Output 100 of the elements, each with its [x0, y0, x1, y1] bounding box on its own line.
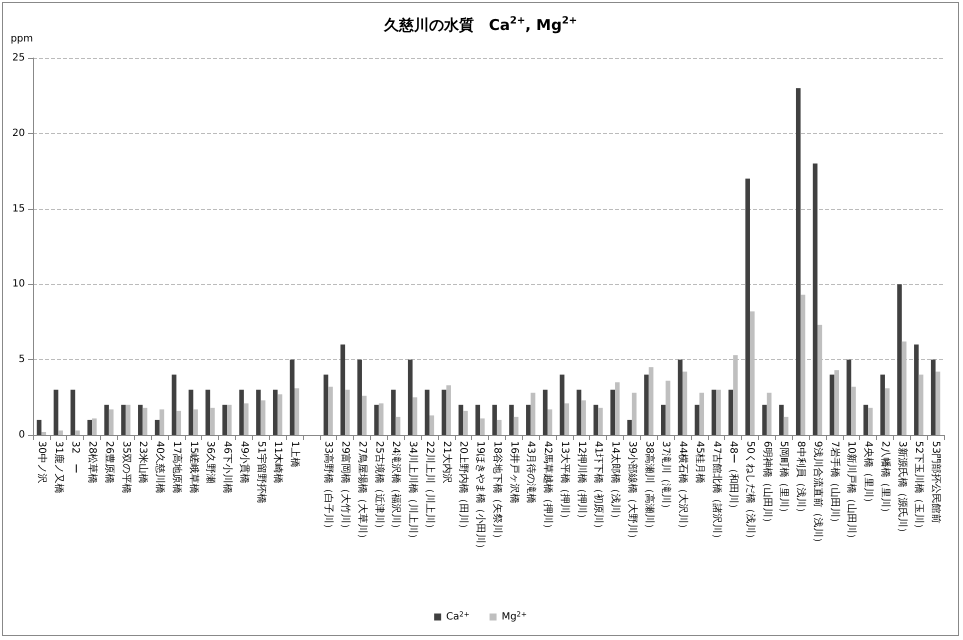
x-tick-label: 36久野瀬: [204, 441, 217, 484]
bar: [154, 420, 160, 435]
bar: [206, 390, 210, 435]
x-tick-label: 6明神橋（山田川）: [761, 441, 774, 528]
x-tick-label: 49小貫橋: [238, 441, 250, 484]
bar: [54, 390, 58, 435]
x-tick-label: 53門部抔公民館前: [930, 441, 942, 524]
bar: [480, 418, 485, 435]
bar: [160, 409, 164, 435]
bar: [930, 360, 936, 435]
bar: [863, 404, 868, 435]
bar: [188, 390, 194, 435]
x-tick-label: 25古境橋（近津川）: [373, 441, 386, 534]
bar: [87, 420, 92, 435]
x-tick-label: 3新源氏橋（源氏川）: [896, 441, 908, 538]
bar: [328, 386, 333, 435]
bar: [446, 385, 451, 435]
bar: [260, 400, 266, 435]
bar: [661, 404, 666, 435]
x-tick-label: 12押川橋（押川）: [576, 441, 588, 524]
bar: [682, 372, 688, 435]
bar: [779, 404, 784, 435]
bar: [530, 392, 536, 435]
bar: [278, 394, 282, 435]
bar: [728, 390, 734, 435]
x-tick-label: 31鹿ノ又橋: [52, 441, 65, 494]
bar: [429, 415, 434, 435]
bar: [412, 397, 418, 435]
x-tick-label: 24滝沢橋（福沢川）: [390, 441, 402, 534]
bar: [745, 178, 750, 435]
bar: [610, 390, 616, 435]
bar: [846, 360, 852, 435]
bar: [463, 410, 468, 435]
y-tick-label: 0: [18, 430, 25, 440]
bar: [766, 392, 772, 435]
y-tick-label: 15: [12, 203, 25, 214]
bar: [796, 88, 801, 435]
x-tick-label: 5岡町橋（里川）: [778, 441, 790, 518]
bar: [615, 382, 620, 435]
x-tick-label: 34川上川橋（川上川）: [407, 441, 420, 544]
x-tick-label: 51宇留野抔橋: [255, 441, 268, 504]
bar: [391, 390, 396, 435]
bar: [509, 404, 514, 435]
bar: [374, 404, 379, 435]
bar: [176, 410, 182, 435]
x-tick-label: 4央橋（里川）: [862, 441, 875, 508]
bar: [648, 367, 654, 435]
bar: [492, 404, 497, 435]
x-tick-label: 21大内沢: [440, 441, 453, 484]
bar: [92, 418, 97, 435]
bar: [496, 420, 502, 435]
x-tick-label: 18谷地下橋（矢祭川）: [491, 441, 504, 544]
bar: [41, 432, 46, 435]
bar: [244, 403, 249, 435]
y-tick-label: 5: [18, 354, 25, 366]
bar: [210, 408, 215, 435]
x-tick-label: 20上野内橋（田川）: [458, 441, 470, 534]
x-tick-label: 29富岡橋（大竹川）: [340, 441, 352, 534]
x-tick-label: 9浅川合流直前（浅川）: [812, 441, 824, 548]
bar: [851, 386, 856, 435]
x-tick-label: 17高地原橋: [170, 441, 183, 494]
x-tick-label: 33高野橋（白子川）: [322, 441, 335, 534]
x-tick-label: 35双の平橋: [120, 441, 132, 494]
bar: [914, 344, 919, 435]
bar: [239, 390, 244, 435]
bar: [424, 390, 430, 435]
bar: [108, 409, 114, 435]
bar: [138, 404, 143, 435]
bar: [475, 404, 480, 435]
bar: [104, 404, 109, 435]
bar: [294, 388, 300, 435]
x-tick-label: 37滝川（滝川）: [660, 441, 672, 514]
bar: [936, 372, 940, 435]
x-tick-label: 19ほきやま橋（小田川）: [474, 441, 487, 554]
bar: [290, 360, 294, 435]
bar: [121, 404, 126, 435]
y-tick-label: 10: [12, 278, 25, 290]
y-tick-label: 25: [12, 52, 25, 64]
bar: [880, 374, 885, 435]
bar: [362, 396, 367, 435]
bar: [172, 374, 176, 435]
bar: [542, 390, 548, 435]
x-tick-label: 32 ー: [70, 441, 81, 474]
x-tick-label: 2八幡橋（里川）: [879, 441, 892, 518]
x-tick-label: 40久慈川橋: [154, 441, 166, 494]
x-tick-label: 11木崎橋: [272, 441, 284, 484]
bar: [644, 374, 649, 435]
bar: [58, 430, 63, 435]
bar: [666, 380, 670, 435]
bar: [712, 390, 716, 435]
bar: [918, 374, 924, 435]
bar: [812, 164, 818, 435]
bar: [830, 374, 834, 435]
x-tick-label: 42馬草越橋（押川）: [542, 441, 554, 534]
bar: [458, 404, 464, 435]
x-tick-label: 22川上川（川上川）: [424, 441, 436, 534]
x-tick-label: 16井戸ヶ沢橋: [508, 441, 520, 504]
x-tick-label: 39小部線橋（大野川）: [626, 441, 638, 544]
x-tick-label: 48ー（和田川）: [728, 441, 740, 514]
bar: [897, 284, 902, 435]
